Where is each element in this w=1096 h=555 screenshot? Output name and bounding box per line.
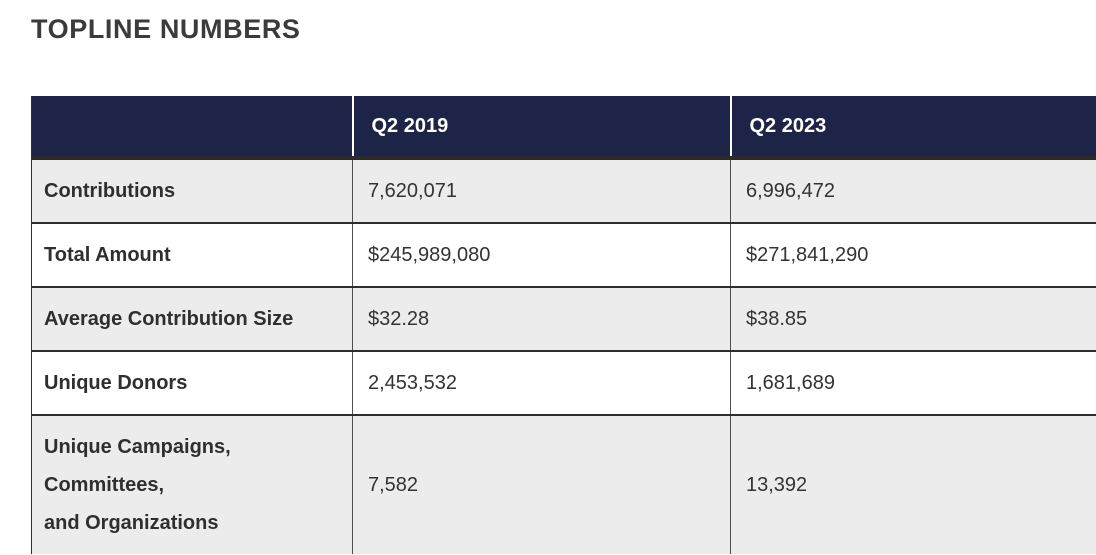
row-label: Total Amount xyxy=(31,222,353,287)
row-label: Unique Donors xyxy=(31,350,353,415)
value-cell-q2-2019: 7,620,071 xyxy=(352,158,731,223)
value-cell-q2-2019: 2,453,532 xyxy=(352,350,731,415)
table-body: Contributions 7,620,071 6,996,472 Total … xyxy=(31,158,1096,554)
value-cell-q2-2023: $38.85 xyxy=(730,286,1096,351)
value-cell-q2-2023: 13,392 xyxy=(730,414,1096,554)
row-label: Contributions xyxy=(31,158,353,223)
header-cell-q2-2019: Q2 2019 xyxy=(351,96,731,160)
table-header: Q2 2019 Q2 2023 xyxy=(31,96,1096,160)
value-cell-q2-2019: $245,989,080 xyxy=(352,222,731,287)
table-row-average-contribution-size: Average Contribution Size $32.28 $38.85 xyxy=(31,286,1096,351)
table-row-total-amount: Total Amount $245,989,080 $271,841,290 xyxy=(31,222,1096,287)
value-cell-q2-2023: $271,841,290 xyxy=(730,222,1096,287)
table-row-contributions: Contributions 7,620,071 6,996,472 xyxy=(31,158,1096,223)
value-cell-q2-2023: 1,681,689 xyxy=(730,350,1096,415)
table-row-unique-campaigns-committees-organizations: Unique Campaigns, Committees, and Organi… xyxy=(31,414,1096,554)
header-cell-q2-2023: Q2 2023 xyxy=(729,96,1096,160)
table-row-unique-donors: Unique Donors 2,453,532 1,681,689 xyxy=(31,350,1096,415)
value-cell-q2-2019: 7,582 xyxy=(352,414,731,554)
topline-numbers-table: Q2 2019 Q2 2023 Contributions 7,620,071 … xyxy=(31,96,1096,554)
value-cell-q2-2023: 6,996,472 xyxy=(730,158,1096,223)
header-row: Q2 2019 Q2 2023 xyxy=(31,96,1096,160)
value-cell-q2-2019: $32.28 xyxy=(352,286,731,351)
header-cell-empty xyxy=(31,96,353,160)
page-title: TOPLINE NUMBERS xyxy=(31,14,301,44)
row-label: Unique Campaigns, Committees, and Organi… xyxy=(31,414,353,554)
row-label: Average Contribution Size xyxy=(31,286,353,351)
